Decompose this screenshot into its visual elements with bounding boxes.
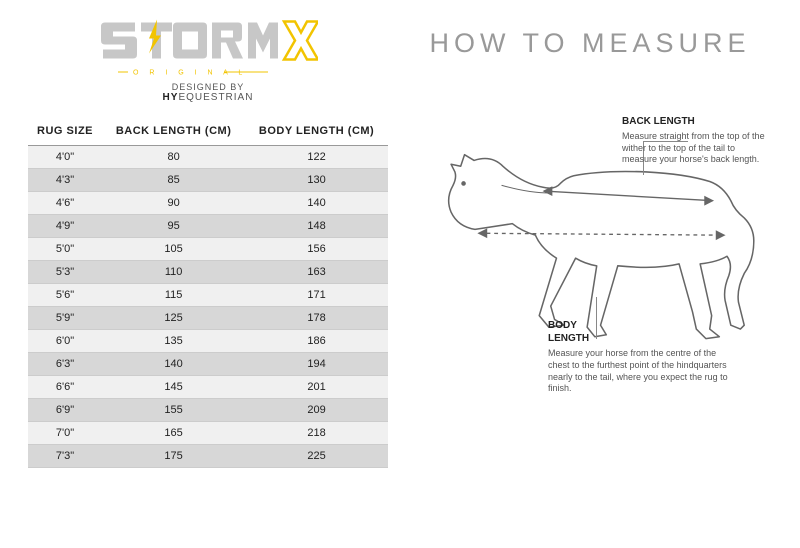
left-panel: O R I G I N A L DESIGNED BY HYEQUESTRIAN… [0,0,400,548]
cell: 140 [102,353,245,376]
cell: 175 [102,445,245,468]
original-text: O R I G I N A L [133,70,247,77]
cell: 7'0" [28,422,102,445]
table-row: 7'3"175225 [28,445,388,468]
right-panel: HOW TO MEASURE BACK LENGTH Measure strai… [400,0,800,548]
hy-rest: EQUESTRIAN [178,92,253,103]
cell: 95 [102,215,245,238]
cell: 6'3" [28,353,102,376]
cell: 140 [245,192,388,215]
diagram: BACK LENGTH Measure straight from the to… [408,79,772,399]
cell: 218 [245,422,388,445]
cell: 5'6" [28,284,102,307]
cell: 4'9" [28,215,102,238]
table-row: 4'3"85130 [28,169,388,192]
cell: 194 [245,353,388,376]
table-row: 4'0"80122 [28,146,388,169]
cell: 80 [102,146,245,169]
cell: 90 [102,192,245,215]
cell: 209 [245,399,388,422]
hy-bold: HY [163,92,179,103]
table-header-row: RUG SIZE BACK LENGTH (CM) BODY LENGTH (C… [28,117,388,146]
table-row: 5'3"110163 [28,261,388,284]
col-back-length: BACK LENGTH (CM) [102,117,245,146]
logo-block: O R I G I N A L DESIGNED BY HYEQUESTRIAN [28,16,388,113]
hy-line: HYEQUESTRIAN [163,92,254,103]
cell: 225 [245,445,388,468]
cell: 145 [102,376,245,399]
col-body-length: BODY LENGTH (CM) [245,117,388,146]
table-row: 4'9"95148 [28,215,388,238]
cell: 130 [245,169,388,192]
cell: 85 [102,169,245,192]
table-row: 4'6"90140 [28,192,388,215]
cell: 6'6" [28,376,102,399]
cell: 201 [245,376,388,399]
table-row: 6'6"145201 [28,376,388,399]
cell: 4'0" [28,146,102,169]
cell: 148 [245,215,388,238]
cell: 6'9" [28,399,102,422]
cell: 125 [102,307,245,330]
cell: 4'6" [28,192,102,215]
x-letter-icon [284,22,318,60]
stormx-logo: O R I G I N A L [98,16,318,86]
table-row: 6'3"140194 [28,353,388,376]
page: O R I G I N A L DESIGNED BY HYEQUESTRIAN… [0,0,800,548]
cell: 155 [102,399,245,422]
cell: 5'0" [28,238,102,261]
cell: 163 [245,261,388,284]
body-length-head: BODY LENGTH [548,319,738,345]
table-row: 7'0"165218 [28,422,388,445]
table-row: 5'0"105156 [28,238,388,261]
table-row: 6'0"135186 [28,330,388,353]
cell: 171 [245,284,388,307]
storm-word-icon [101,23,278,59]
body-length-body: Measure your horse from the centre of th… [548,348,738,395]
cell: 122 [245,146,388,169]
body-length-label: BODY LENGTH Measure your horse from the … [548,319,738,395]
cell: 7'3" [28,445,102,468]
cell: 5'3" [28,261,102,284]
table-row: 5'6"115171 [28,284,388,307]
col-rug-size: RUG SIZE [28,117,102,146]
cell: 4'3" [28,169,102,192]
cell: 5'9" [28,307,102,330]
back-length-label: BACK LENGTH Measure straight from the to… [622,115,772,166]
how-to-measure-title: HOW TO MEASURE [408,28,772,59]
table-row: 6'9"155209 [28,399,388,422]
cell: 165 [102,422,245,445]
designed-by: DESIGNED BY [172,82,245,92]
back-length-head: BACK LENGTH [622,115,772,128]
cell: 135 [102,330,245,353]
cell: 186 [245,330,388,353]
table-row: 5'9"125178 [28,307,388,330]
cell: 6'0" [28,330,102,353]
cell: 156 [245,238,388,261]
cell: 105 [102,238,245,261]
cell: 115 [102,284,245,307]
size-table: RUG SIZE BACK LENGTH (CM) BODY LENGTH (C… [28,117,388,468]
cell: 178 [245,307,388,330]
back-length-body: Measure straight from the top of the wit… [622,131,772,166]
cell: 110 [102,261,245,284]
